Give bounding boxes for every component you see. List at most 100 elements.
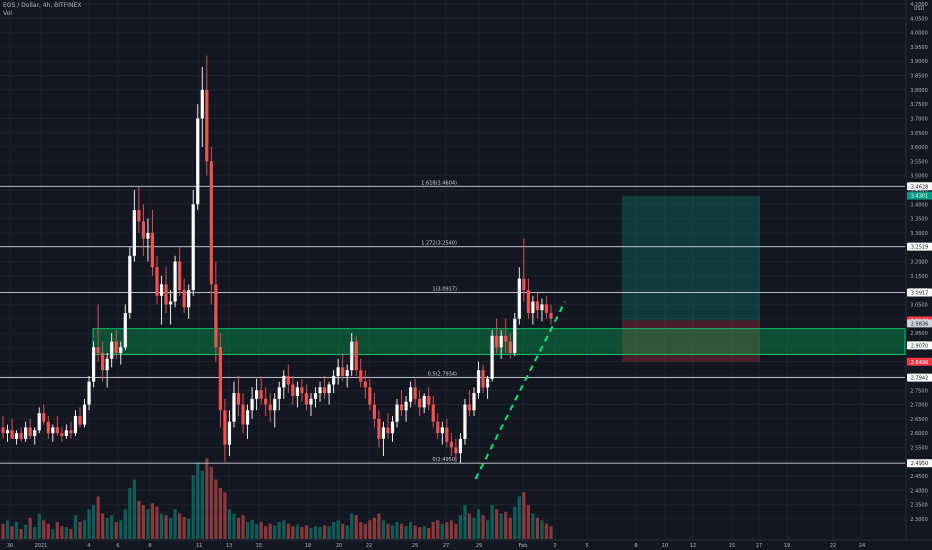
time-label[interactable]: 15 [729, 543, 735, 549]
time-label[interactable]: 22 [830, 543, 836, 549]
volume-bar [164, 515, 168, 539]
time-label[interactable]: 2021 [35, 543, 48, 549]
price-label[interactable]: 3.6500 [910, 131, 928, 137]
time-label[interactable]: 17 [756, 543, 762, 549]
time-label[interactable]: 19 [784, 543, 790, 549]
price-label[interactable]: 3.7500 [910, 102, 928, 108]
volume-bar [327, 526, 331, 539]
candle-body [485, 378, 490, 388]
time-label[interactable]: 30 [7, 543, 13, 549]
volume-label[interactable]: Vol [3, 10, 12, 17]
time-label[interactable]: 8 [634, 543, 637, 549]
price-label[interactable]: 2.5500 [910, 445, 928, 451]
time-label[interactable]: 13 [226, 543, 232, 549]
time-label[interactable]: 3 [553, 543, 556, 549]
time-axis[interactable]: 30 2021 4 6 8 11 13 15 18 20 22 25 27 29 Feb 3 5 8 10 12 15 1… [0, 539, 932, 549]
price-label[interactable]: 2.7000 [910, 403, 928, 409]
time-label[interactable]: 27 [443, 543, 449, 549]
price-tag [907, 182, 932, 191]
candle-body [168, 301, 173, 305]
time-label[interactable]: 15 [256, 543, 262, 549]
price-label[interactable]: 3.9500 [910, 45, 928, 51]
volume-bar [399, 523, 404, 539]
volume-bar [1, 523, 5, 539]
candle-body [481, 370, 485, 388]
time-label[interactable]: 20 [336, 543, 342, 549]
candle-body [440, 427, 444, 434]
price-label[interactable]: 2.3000 [910, 517, 928, 523]
time-label[interactable]: 5 [585, 543, 588, 549]
price-label[interactable]: 3.2000 [910, 260, 928, 266]
time-label[interactable]: 29 [476, 543, 482, 549]
price-label[interactable]: 4.1000 [910, 2, 928, 8]
time-label[interactable]: 4 [87, 543, 90, 549]
candle-body [173, 261, 177, 302]
time-label[interactable]: 18 [305, 543, 311, 549]
volume-bar [368, 520, 372, 539]
price-label[interactable]: 3.4000 [910, 202, 928, 208]
candle-body [218, 347, 222, 411]
time-label[interactable]: 22 [366, 543, 372, 549]
time-label[interactable]: Feb [519, 543, 528, 549]
price-label[interactable]: 3.4500 [910, 188, 928, 194]
price-label[interactable]: 3.3000 [910, 231, 928, 237]
price-label[interactable]: 3.5500 [910, 159, 928, 165]
price-label[interactable]: 2.4500 [910, 474, 928, 480]
price-label[interactable]: 3.1500 [910, 274, 928, 280]
trendline[interactable] [474, 301, 566, 480]
time-label[interactable]: 25 [412, 543, 418, 549]
price-label[interactable]: 3.0500 [910, 302, 928, 308]
candle-body [5, 430, 10, 434]
volume-bar [332, 522, 336, 539]
price-label[interactable]: 4.0000 [910, 31, 928, 37]
volume-bar [481, 515, 485, 539]
candle-body [458, 438, 463, 454]
price-label[interactable]: 4.0500 [910, 16, 928, 22]
price-label[interactable]: 3.9000 [910, 59, 928, 65]
price-tag-label: 3.0917 [911, 290, 929, 296]
time-label[interactable]: 24 [859, 543, 865, 549]
price-label[interactable]: 3.3500 [910, 217, 928, 223]
price-label[interactable]: 2.9500 [910, 331, 928, 337]
chart-header: EOS / Dollar, 4h, BITFINEX Vol [3, 2, 81, 18]
price-label[interactable]: 2.6500 [910, 417, 928, 423]
candle-body [431, 404, 435, 422]
volume-bar [73, 515, 78, 539]
candle-body [504, 335, 508, 342]
price-label[interactable]: 2.4000 [910, 488, 928, 494]
volume-bar [60, 526, 64, 539]
price-label[interactable]: 2.7500 [910, 388, 928, 394]
candle-body [73, 416, 78, 434]
candle-body [245, 410, 250, 425]
price-label[interactable]: 3.8500 [910, 74, 928, 80]
volume-bar [282, 520, 286, 539]
candle-body [178, 261, 182, 291]
candle-body [322, 387, 327, 394]
volume-bar [377, 513, 381, 539]
volume-bar [336, 520, 340, 539]
price-label[interactable]: 3.8000 [910, 88, 928, 94]
time-label[interactable]: 8 [148, 543, 151, 549]
price-label[interactable]: 2.6000 [910, 431, 928, 437]
volume-bar [218, 488, 222, 539]
volume-bar [540, 520, 544, 539]
volume-bar [404, 526, 408, 539]
price-label[interactable]: 2.3500 [910, 503, 928, 509]
candle-body [463, 404, 467, 439]
price-label[interactable]: 3.7000 [910, 116, 928, 122]
candle-body [33, 430, 37, 437]
trendline-dashed[interactable] [474, 301, 566, 480]
candle-body [332, 375, 336, 385]
candle-body [522, 278, 526, 291]
volume-bar [345, 525, 349, 539]
volume-bar [241, 515, 245, 539]
time-label[interactable]: 6 [116, 543, 119, 549]
price-label[interactable]: 3.5000 [910, 174, 928, 180]
time-label[interactable]: 11 [196, 543, 202, 549]
currency-label[interactable]: USD [914, 6, 925, 12]
symbol-title[interactable]: EOS / Dollar, 4h, BITFINEX [3, 2, 82, 9]
price-label[interactable]: 3.6000 [910, 145, 928, 151]
time-label[interactable]: 10 [662, 543, 668, 549]
time-label[interactable]: 12 [690, 543, 696, 549]
